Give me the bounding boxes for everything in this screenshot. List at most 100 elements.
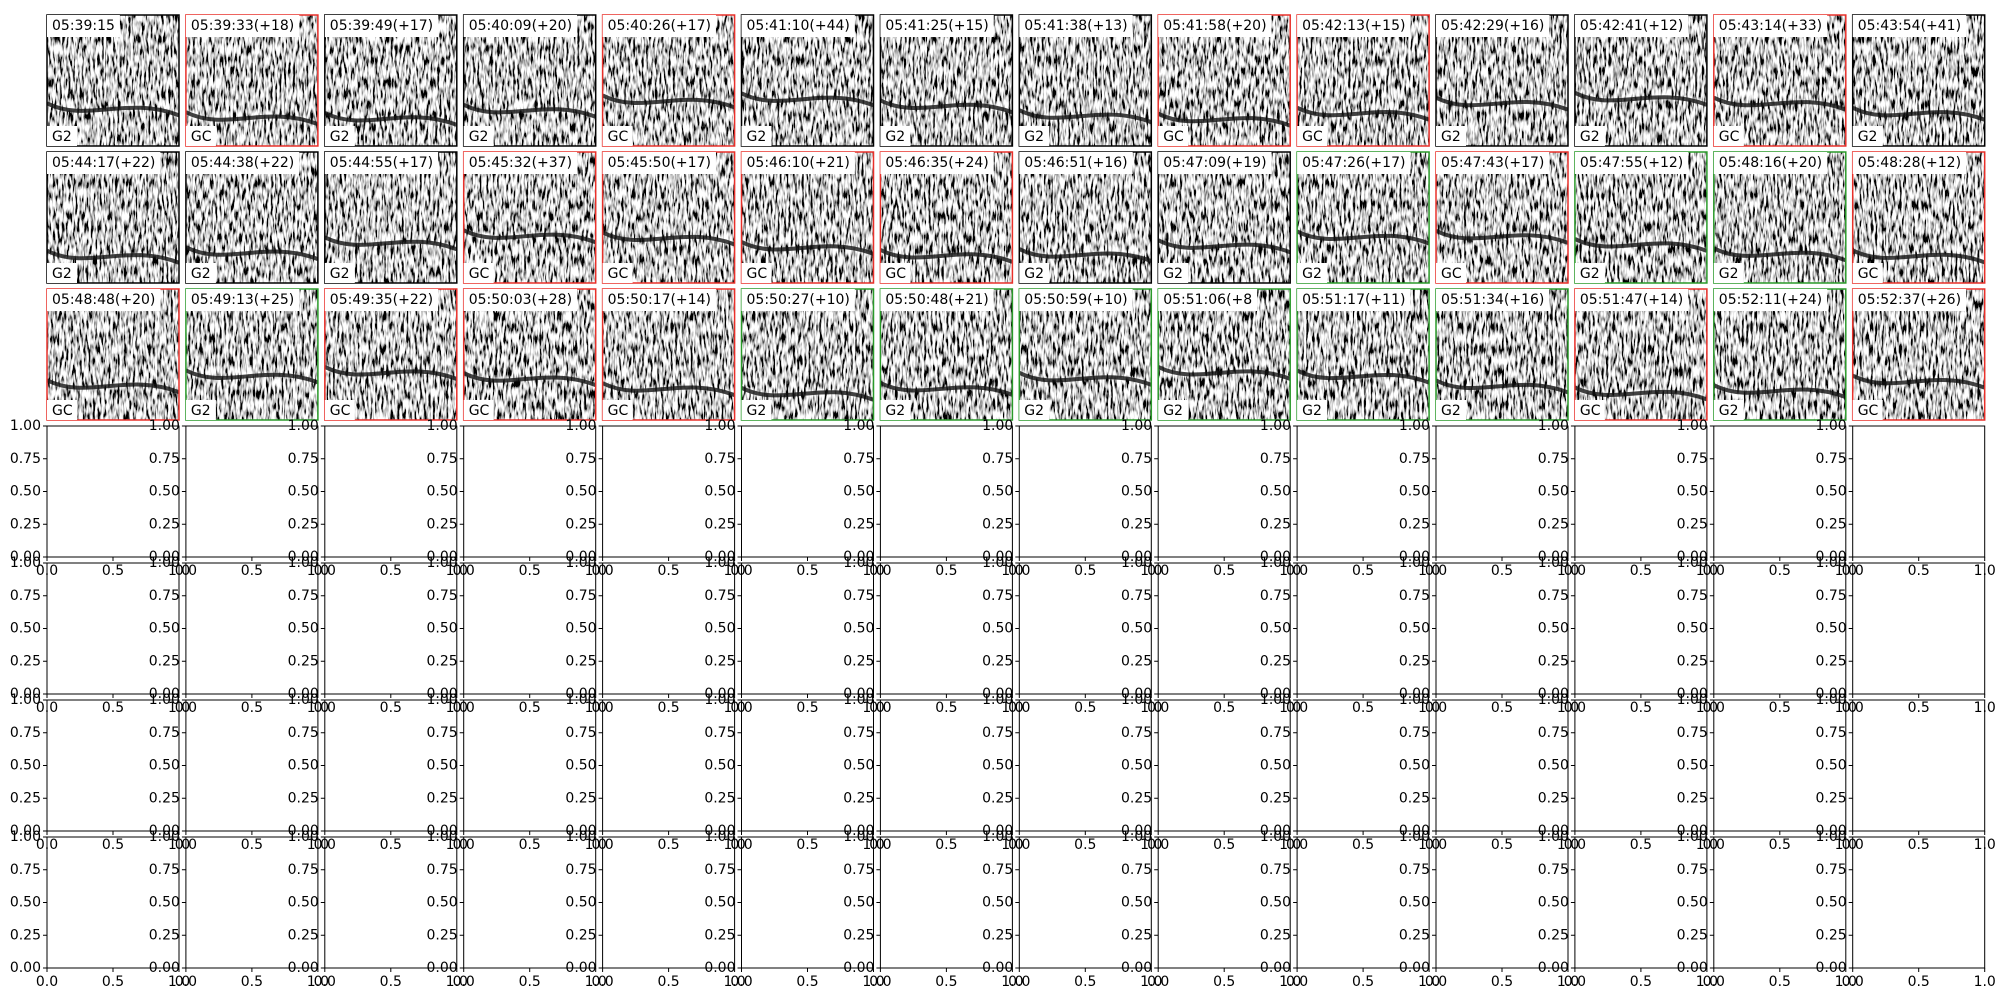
panel-title: 05:41:10(+44) bbox=[747, 18, 850, 34]
x-tick-label: 0.0 bbox=[869, 974, 891, 990]
panel-label: G2 bbox=[330, 129, 350, 145]
call-trace bbox=[1436, 229, 1568, 245]
y-tick-label: 0.50 bbox=[1538, 484, 1569, 500]
spectrogram-panel: 05:46:10(+21) GC bbox=[740, 151, 875, 284]
y-tick-label: 0.25 bbox=[288, 516, 319, 532]
y-tick-label: 0.50 bbox=[843, 484, 874, 500]
call-trace bbox=[463, 371, 596, 387]
y-tick-label: 0.25 bbox=[565, 516, 596, 532]
y-tick-label: 0.75 bbox=[565, 588, 596, 604]
x-tick-label: 0.5 bbox=[1213, 700, 1235, 716]
call-trace bbox=[1574, 91, 1707, 107]
y-tick-label: 1.00 bbox=[1816, 829, 1847, 845]
y-tick-label: 0.00 bbox=[565, 549, 596, 565]
spectrogram-panel: 05:44:38(+22) G2 bbox=[185, 151, 319, 284]
y-tick-label: 0.00 bbox=[1677, 549, 1708, 565]
y-tick-label: 1.00 bbox=[1121, 829, 1152, 845]
label-box bbox=[602, 400, 633, 420]
y-tick-label: 0.75 bbox=[843, 451, 874, 467]
title-box bbox=[1852, 15, 1967, 37]
y-tick-label: 0.25 bbox=[843, 516, 874, 532]
panel-title: 05:41:58(+20) bbox=[1163, 18, 1266, 34]
x-tick-label: 0.0 bbox=[175, 974, 197, 990]
call-trace bbox=[1019, 247, 1152, 263]
title-box bbox=[1852, 289, 1967, 311]
panel-title: 05:42:41(+12) bbox=[1580, 18, 1683, 34]
panel-title: 05:46:35(+24) bbox=[885, 155, 988, 171]
panel-label: G2 bbox=[885, 403, 905, 419]
label-box bbox=[463, 400, 494, 420]
y-tick-label: 0.25 bbox=[1677, 653, 1708, 669]
y-tick-label: 1.00 bbox=[982, 829, 1013, 845]
x-tick-label: 0.5 bbox=[519, 700, 541, 716]
empty-axes: 0.000.250.500.751.000.0 0.5 1.0 bbox=[427, 829, 607, 990]
spectrogram-panel: 05:50:03(+28) GC bbox=[462, 288, 597, 421]
empty-axes: 0.000.250.500.751.000.0 0.5 1.0 bbox=[704, 418, 884, 579]
y-tick-label: 0.00 bbox=[149, 823, 180, 839]
y-tick-label: 0.50 bbox=[1677, 484, 1708, 500]
y-tick-label: 0.75 bbox=[565, 725, 596, 741]
x-tick-label: 0.0 bbox=[314, 974, 336, 990]
call-trace bbox=[185, 368, 318, 385]
y-tick-label: 0.25 bbox=[427, 927, 458, 943]
y-tick-label: 0.00 bbox=[565, 823, 596, 839]
spectrogram-panel: 05:46:35(+24) GC bbox=[879, 151, 1014, 284]
empty-axes: 0.000.250.500.751.000.0 0.5 1.0 bbox=[1538, 555, 1718, 716]
x-tick-label: 0.0 bbox=[1842, 974, 1864, 990]
y-tick-label: 0.75 bbox=[1677, 725, 1708, 741]
y-tick-label: 1.00 bbox=[1538, 555, 1569, 571]
panel-title: 05:47:09(+19) bbox=[1163, 155, 1266, 171]
y-tick-label: 0.25 bbox=[1677, 927, 1708, 943]
call-trace bbox=[741, 386, 874, 402]
y-tick-label: 1.00 bbox=[843, 692, 874, 708]
title-box bbox=[1297, 152, 1411, 174]
y-tick-label: 0.00 bbox=[10, 960, 41, 976]
y-tick-label: 0.50 bbox=[427, 758, 458, 774]
y-tick-label: 0.50 bbox=[1538, 621, 1569, 637]
x-tick-label: 1.0 bbox=[307, 974, 329, 990]
y-tick-label: 0.00 bbox=[288, 960, 319, 976]
x-tick-label: 0.5 bbox=[1352, 563, 1374, 579]
y-tick-label: 0.75 bbox=[1677, 588, 1708, 604]
panel-label: G2 bbox=[1024, 266, 1044, 282]
panel-title: 05:43:14(+33) bbox=[1719, 18, 1822, 34]
call-trace bbox=[1436, 378, 1568, 395]
label-box bbox=[602, 263, 633, 283]
call-trace bbox=[1574, 385, 1707, 402]
y-tick-label: 0.50 bbox=[565, 895, 596, 911]
y-tick-label: 0.25 bbox=[149, 790, 180, 806]
x-tick-label: 1.0 bbox=[1835, 974, 1857, 990]
label-box bbox=[463, 263, 494, 283]
y-tick-label: 1.00 bbox=[1260, 418, 1291, 434]
y-tick-label: 0.25 bbox=[982, 927, 1013, 943]
y-tick-label: 0.25 bbox=[1121, 653, 1152, 669]
panel-label: GC bbox=[885, 266, 906, 282]
call-trace bbox=[1713, 383, 1846, 399]
y-tick-label: 1.00 bbox=[982, 692, 1013, 708]
label-box bbox=[47, 126, 77, 146]
y-tick-label: 0.50 bbox=[704, 895, 735, 911]
panel-label: GC bbox=[469, 403, 490, 419]
y-tick-label: 0.00 bbox=[1538, 686, 1569, 702]
y-tick-label: 0.25 bbox=[1816, 790, 1847, 806]
y-tick-label: 1.00 bbox=[1121, 418, 1152, 434]
x-tick-label: 0.0 bbox=[1703, 974, 1725, 990]
y-tick-label: 0.00 bbox=[1121, 549, 1152, 565]
panel-label: G2 bbox=[1024, 129, 1044, 145]
spectrogram-panel: 05:45:50(+17) GC bbox=[601, 151, 736, 284]
label-box bbox=[463, 126, 494, 146]
y-tick-label: 0.25 bbox=[288, 927, 319, 943]
y-tick-label: 0.25 bbox=[704, 927, 735, 943]
y-tick-label: 0.25 bbox=[1538, 516, 1569, 532]
title-box bbox=[1158, 152, 1272, 174]
x-tick-label: 1.0 bbox=[1557, 974, 1579, 990]
y-tick-label: 0.50 bbox=[1677, 621, 1708, 637]
label-box bbox=[1574, 400, 1605, 420]
y-tick-label: 0.75 bbox=[1677, 451, 1708, 467]
y-tick-label: 0.25 bbox=[1121, 790, 1152, 806]
empty-axes: 0.000.250.500.751.000.0 0.5 1.0 bbox=[10, 555, 190, 716]
label-box bbox=[602, 126, 633, 146]
x-tick-label: 0.5 bbox=[1630, 700, 1652, 716]
title-box bbox=[47, 15, 120, 37]
